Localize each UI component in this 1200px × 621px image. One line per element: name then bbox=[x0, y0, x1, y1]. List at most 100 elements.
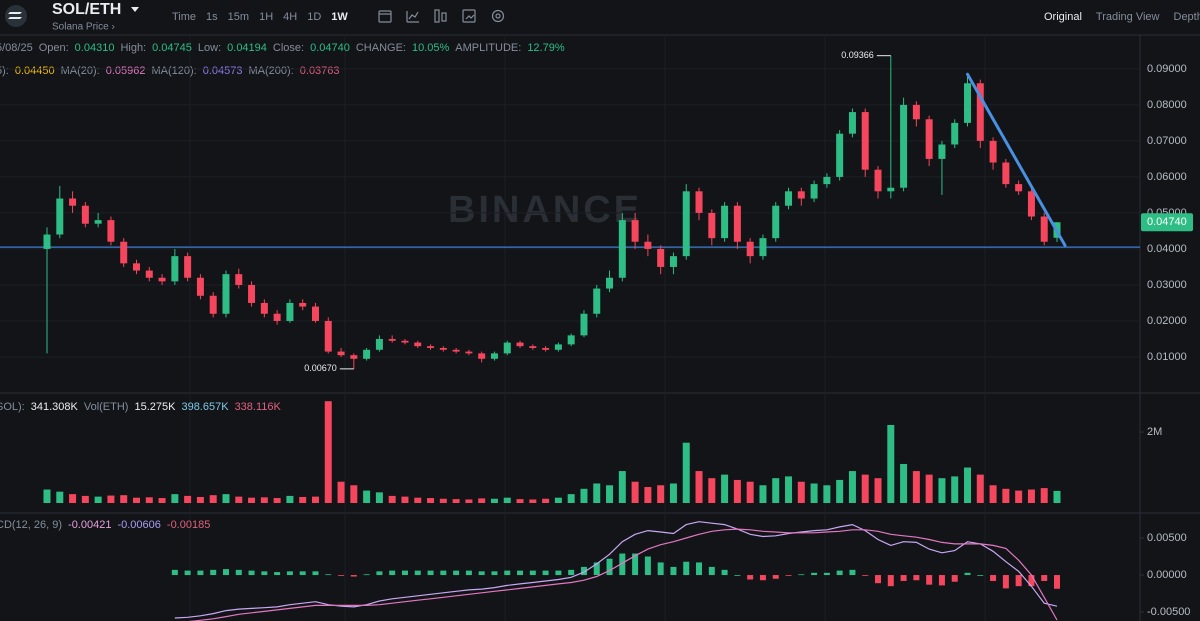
macd-histogram-bar bbox=[427, 570, 434, 576]
volume-bar bbox=[606, 485, 614, 503]
candle-body bbox=[976, 83, 984, 141]
macd-histogram-bar bbox=[644, 556, 651, 576]
y-tick-label: 0.06000 bbox=[1147, 171, 1187, 183]
macd-histogram-bar bbox=[657, 562, 664, 576]
volume-bar bbox=[733, 479, 741, 503]
volume-bar bbox=[69, 494, 77, 503]
view-tab[interactable]: Depth bbox=[1174, 11, 1200, 23]
candle-body bbox=[465, 351, 473, 354]
volume-bar bbox=[785, 476, 793, 503]
legend-item: 12.79% bbox=[527, 42, 565, 54]
interval-tab[interactable]: 1W bbox=[331, 11, 348, 23]
signal-line bbox=[188, 528, 1058, 621]
volume-bar bbox=[81, 495, 89, 503]
macd-histogram-bar bbox=[580, 566, 587, 576]
candle-body bbox=[606, 277, 614, 289]
volume-bar bbox=[196, 496, 204, 503]
legend-item: 5): bbox=[0, 65, 9, 77]
volume-bar bbox=[427, 498, 435, 503]
last-price-label: 0.04740 bbox=[1147, 216, 1187, 228]
subtitle[interactable]: Solana Price › bbox=[52, 22, 115, 33]
volume-bar bbox=[439, 498, 447, 503]
toolbar-icons[interactable] bbox=[378, 9, 505, 23]
candle-body bbox=[682, 191, 690, 257]
macd-histogram-bar bbox=[325, 574, 332, 576]
volume-bar bbox=[746, 481, 754, 503]
volume-bar bbox=[260, 497, 268, 503]
candle-body bbox=[593, 288, 601, 314]
volume-bar bbox=[337, 481, 345, 503]
macd-histogram-bar bbox=[977, 575, 984, 576]
interval-tab[interactable]: 1s bbox=[206, 11, 218, 23]
candle-body bbox=[836, 133, 844, 177]
interval-tab[interactable]: Time bbox=[172, 11, 196, 23]
volume-bar bbox=[1027, 489, 1035, 503]
macd-histogram-bar bbox=[286, 571, 293, 576]
macd-histogram-bar bbox=[542, 570, 549, 576]
macd-histogram-bar bbox=[759, 575, 766, 581]
candle-body bbox=[81, 205, 89, 224]
view-tab[interactable]: Original bbox=[1044, 11, 1082, 23]
annotation-label: 0.00670 bbox=[304, 363, 337, 373]
macd-histogram-bar bbox=[862, 575, 869, 576]
candle-body bbox=[260, 302, 268, 314]
candle-body bbox=[248, 284, 256, 303]
candle-body bbox=[222, 274, 230, 314]
symbol-dropdown[interactable] bbox=[131, 7, 139, 12]
volume-bar bbox=[682, 442, 690, 503]
legend-item: 0.04194 bbox=[227, 42, 267, 54]
macd-histogram-bar bbox=[568, 569, 575, 576]
legend-item: 0.03763 bbox=[300, 65, 340, 77]
volume-bar bbox=[94, 496, 102, 503]
candle-body bbox=[311, 306, 319, 321]
macd-histogram-bar bbox=[593, 562, 600, 576]
legend-item: CD(12, 26, 9) bbox=[0, 519, 62, 531]
legend-item: MA(200): bbox=[249, 65, 294, 77]
view-tab[interactable]: Trading View bbox=[1096, 11, 1160, 23]
volume-bar bbox=[273, 498, 281, 503]
macd-histogram-bar bbox=[350, 575, 357, 577]
macd-histogram-bar bbox=[504, 570, 511, 576]
interval-tab[interactable]: 1D bbox=[307, 11, 321, 23]
volume-bar bbox=[286, 495, 294, 503]
macd-histogram-bar bbox=[785, 575, 792, 576]
candle-body bbox=[184, 256, 192, 278]
macd-histogram-bar bbox=[836, 570, 843, 576]
volume-bar bbox=[503, 497, 511, 503]
candle-body bbox=[273, 313, 281, 321]
candle-body bbox=[810, 184, 818, 199]
candle-body bbox=[746, 241, 754, 257]
watermark: BINANCE bbox=[448, 189, 642, 231]
macd-histogram-bar bbox=[606, 558, 613, 576]
candle-body bbox=[120, 241, 128, 264]
volume-bar bbox=[299, 496, 307, 503]
volume-bar bbox=[580, 488, 588, 503]
candle-body bbox=[490, 353, 498, 359]
volume-bar bbox=[158, 498, 166, 503]
candle-body bbox=[657, 248, 665, 267]
legend-item: SOL): bbox=[0, 401, 25, 413]
candle-body bbox=[363, 349, 371, 359]
macd-histogram-bar bbox=[235, 569, 242, 576]
candle-body bbox=[337, 351, 345, 356]
volume-bar bbox=[797, 481, 805, 503]
legend-item: 338.116K bbox=[235, 401, 282, 413]
interval-tab[interactable]: 1H bbox=[259, 11, 273, 23]
candle-body bbox=[695, 191, 703, 213]
symbol[interactable]: SOL/ETH bbox=[52, 1, 121, 18]
volume-bar bbox=[887, 424, 895, 503]
macd-histogram-bar bbox=[555, 570, 562, 576]
macd-histogram-bar bbox=[772, 575, 779, 579]
volume-bar bbox=[938, 478, 946, 503]
candle-body bbox=[823, 176, 831, 185]
volume-bar bbox=[1002, 488, 1010, 503]
volume-bar bbox=[363, 490, 371, 503]
candle-body bbox=[107, 220, 115, 242]
interval-tab[interactable]: 15m bbox=[228, 11, 249, 23]
legend-item: 0.04740 bbox=[310, 42, 350, 54]
candle-body bbox=[529, 346, 537, 348]
volume-bar bbox=[478, 498, 486, 503]
y-tick-label: 0.09000 bbox=[1147, 63, 1187, 75]
interval-tab[interactable]: 4H bbox=[283, 11, 297, 23]
